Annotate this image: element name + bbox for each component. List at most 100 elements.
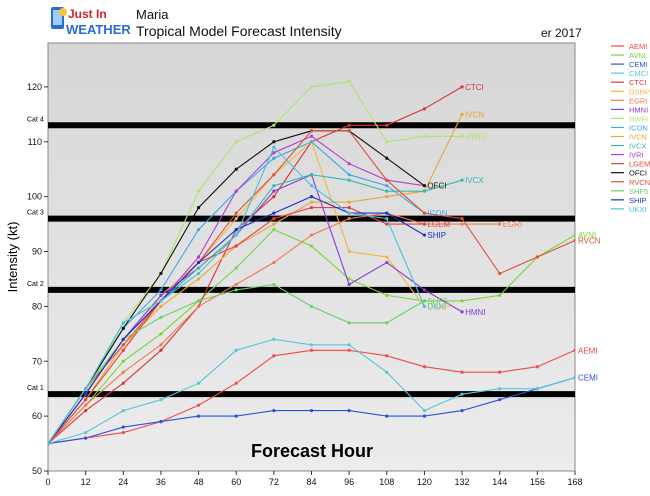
y-tick-label: 60 xyxy=(32,411,42,421)
data-point-rvcn xyxy=(422,211,427,215)
legend-entry: RVCN xyxy=(629,178,650,187)
x-axis-label: Forecast Hour xyxy=(251,441,373,461)
data-point-ship xyxy=(84,392,88,396)
data-point-hmni xyxy=(272,189,276,193)
end-label-hwfi: HWFI xyxy=(465,132,485,141)
data-point-ivcx xyxy=(422,189,427,193)
x-tick-label: 36 xyxy=(156,477,166,487)
data-point-aemi xyxy=(272,354,276,358)
legend-entry: CMCI xyxy=(629,69,648,78)
data-point-cemi xyxy=(196,414,201,418)
data-point-hwfi xyxy=(347,79,351,84)
data-point-avni xyxy=(573,233,575,237)
x-tick-label: 48 xyxy=(194,477,204,487)
data-point-cmci xyxy=(347,343,351,347)
data-point-shf5 xyxy=(385,321,389,325)
data-point-avni xyxy=(309,244,314,248)
data-point-aemi xyxy=(498,370,502,374)
data-point-rvcn xyxy=(234,211,238,215)
legend-entry: IVCX xyxy=(629,142,647,151)
end-label-ivcn: IVCN xyxy=(465,110,484,119)
data-point-ukxi xyxy=(48,441,50,446)
x-tick-label: 144 xyxy=(492,477,507,487)
data-point-ship xyxy=(385,211,389,215)
data-point-avni xyxy=(498,293,502,298)
data-point-egri xyxy=(272,260,276,265)
legend-entry: AVNI xyxy=(629,51,646,60)
data-point-shf5 xyxy=(422,299,427,303)
data-point-cemi xyxy=(159,420,163,424)
data-point-lgem xyxy=(234,244,238,248)
data-point-ivcx xyxy=(460,178,464,182)
data-point-hmni xyxy=(385,260,389,265)
data-point-hmni xyxy=(460,310,464,314)
x-tick-label: 156 xyxy=(530,477,545,487)
end-label-avni: AVNI xyxy=(578,231,596,240)
data-point-ctci xyxy=(460,85,464,89)
data-point-ukxi xyxy=(196,271,201,276)
data-point-ivri xyxy=(309,134,314,138)
data-point-ship xyxy=(309,195,314,199)
data-point-avni xyxy=(385,293,389,298)
data-point-ukxi xyxy=(309,184,314,188)
end-label-ctci: CTCI xyxy=(465,83,484,92)
chart-subtitle: Tropical Model Forecast Intensity xyxy=(136,23,342,39)
data-point-egri xyxy=(159,343,163,347)
data-point-dshp xyxy=(234,216,238,221)
data-point-cemi xyxy=(498,398,502,402)
x-tick-label: 132 xyxy=(455,477,470,487)
data-point-egri xyxy=(498,222,502,226)
y-axis-label: Intensity (kt) xyxy=(5,222,20,293)
data-point-ivcn xyxy=(385,195,389,199)
data-point-cmci xyxy=(272,337,276,341)
data-point-shf5 xyxy=(196,299,201,303)
data-point-rvcn xyxy=(460,216,464,221)
data-point-ivcn xyxy=(309,200,314,204)
data-point-ivri xyxy=(234,189,238,193)
y-tick-label: 110 xyxy=(28,137,42,147)
data-point-cemi xyxy=(460,409,464,413)
x-tick-label: 108 xyxy=(379,477,394,487)
data-point-cmci xyxy=(309,343,314,347)
data-point-egri xyxy=(309,233,314,237)
data-point-aemi xyxy=(121,430,125,435)
legend-entry: IVRI xyxy=(629,151,644,160)
data-point-aemi xyxy=(196,403,201,407)
data-point-avni xyxy=(159,332,163,336)
data-point-cmci xyxy=(121,409,125,413)
data-point-cmci xyxy=(234,348,238,352)
data-point-ivcn xyxy=(347,200,351,204)
data-point-cmci xyxy=(84,430,88,435)
data-point-shf5 xyxy=(347,321,351,325)
data-point-ivri xyxy=(347,162,351,166)
data-point-cmci xyxy=(385,370,389,374)
data-point-ivri xyxy=(196,255,201,259)
data-point-rvcn xyxy=(498,271,502,276)
data-point-lgem xyxy=(385,222,389,226)
legend-entry: SHIP xyxy=(629,196,647,205)
legend-entry: OFCI xyxy=(629,169,647,178)
data-point-aemi xyxy=(234,381,238,385)
date-fragment: er 2017 xyxy=(541,26,582,40)
data-point-rvcn xyxy=(347,129,351,133)
data-point-lgem xyxy=(347,206,351,210)
data-point-ofci xyxy=(234,167,238,171)
legend-entry: CTCI xyxy=(629,78,647,87)
legend-entry: CEMI xyxy=(629,60,648,69)
data-point-cemi xyxy=(272,409,276,413)
data-point-ukxi xyxy=(121,321,125,325)
data-point-ctci xyxy=(347,123,351,127)
data-point-dshp xyxy=(347,249,351,254)
data-point-cmci xyxy=(422,409,427,413)
data-point-shf5 xyxy=(272,282,276,287)
data-point-hmni xyxy=(347,282,351,287)
data-point-ivri xyxy=(272,151,276,155)
data-point-cemi xyxy=(422,414,427,418)
data-point-hmni xyxy=(422,288,427,292)
data-point-shf5 xyxy=(159,315,163,319)
data-point-aemi xyxy=(385,354,389,358)
data-point-ivcn xyxy=(460,112,464,116)
data-point-ship xyxy=(234,227,238,232)
plot-background xyxy=(47,42,576,472)
